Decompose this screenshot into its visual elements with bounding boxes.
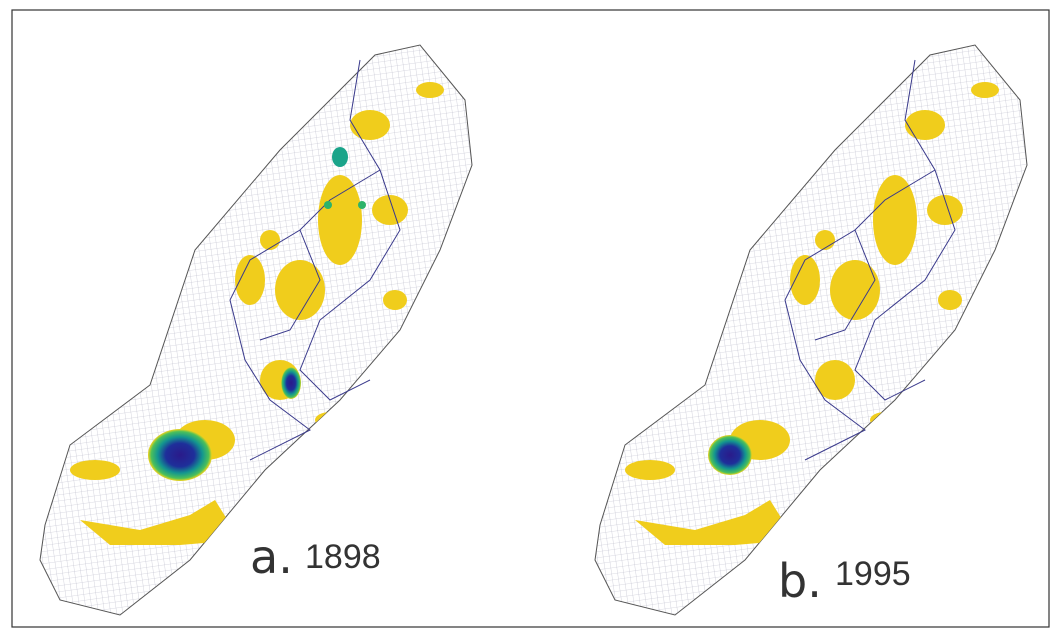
hotspot (708, 435, 752, 475)
figure: a. 1898 b. 1995 (0, 0, 1057, 635)
panel-year: 1898 (305, 538, 381, 576)
map-1898: a. 1898 (40, 45, 472, 615)
hotspot (148, 429, 212, 481)
hotspot (358, 201, 366, 209)
page: a. 1898 b. 1995 (() => { const data = JS… (0, 0, 1057, 635)
hotspot (332, 147, 348, 167)
panel-letter: a. (250, 530, 293, 584)
hotspot (324, 201, 332, 209)
panel-year: 1995 (835, 555, 911, 593)
hotspot (281, 367, 301, 399)
panel-letter: b. (778, 554, 822, 608)
map-1995: b. 1995 (595, 45, 1027, 615)
